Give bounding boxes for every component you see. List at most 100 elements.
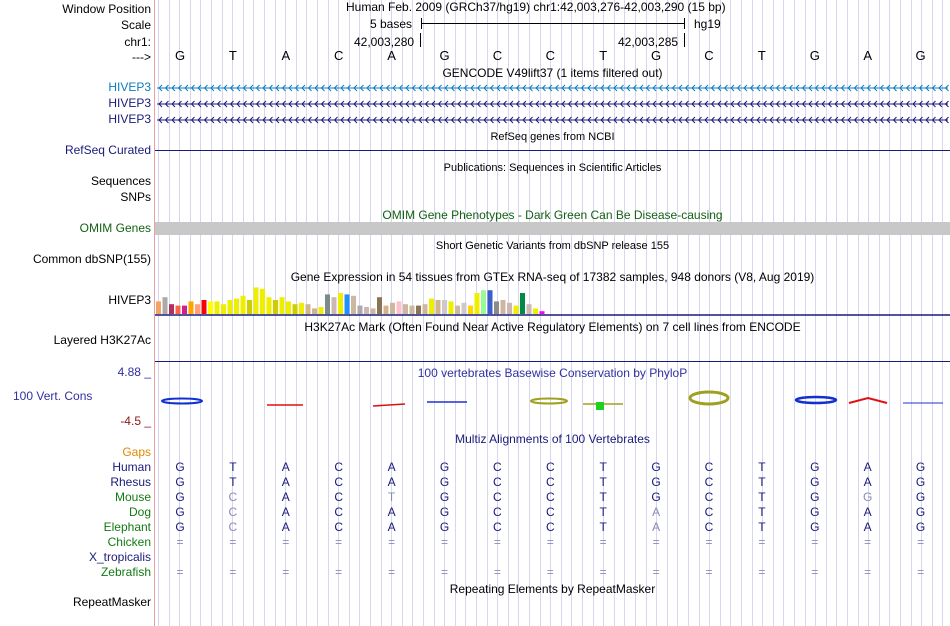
gtex-tissue-bar[interactable] — [500, 300, 506, 314]
phylop-glyph-g3 — [794, 395, 838, 405]
gtex-tissue-bar[interactable] — [416, 305, 421, 314]
gtex-tissue-bar[interactable] — [214, 301, 220, 314]
gencode-gene-label-1[interactable]: HIVEP3 — [108, 80, 151, 94]
gtex-tissue-bar[interactable] — [240, 295, 246, 314]
gencode-gene-label-2[interactable]: HIVEP3 — [108, 96, 151, 110]
gtex-tissue-bar[interactable] — [357, 305, 363, 314]
gtex-tissue-bar[interactable] — [292, 304, 298, 314]
strand-chevron — [535, 100, 540, 108]
gtex-tissue-bar[interactable] — [338, 293, 343, 314]
gtex-tissue-bar[interactable] — [487, 290, 493, 314]
window-position-value[interactable]: Human Feb. 2009 (GRCh37/hg19) chr1:42,00… — [346, 0, 726, 14]
omim-feature-bar[interactable] — [155, 222, 950, 235]
gtex-tissue-bar[interactable] — [253, 287, 259, 314]
gtex-tissue-bar[interactable] — [312, 308, 317, 314]
gtex-track-label[interactable]: HIVEP3 — [108, 293, 151, 307]
aligned-base: A — [652, 520, 661, 534]
gtex-tissue-bar[interactable] — [286, 301, 291, 314]
gtex-tissue-bar[interactable] — [422, 304, 428, 314]
gencode-gene-models[interactable] — [155, 80, 950, 128]
gtex-tissue-bar[interactable] — [175, 305, 181, 314]
gtex-tissue-bar[interactable] — [513, 305, 519, 314]
gtex-tissue-bar[interactable] — [461, 302, 467, 314]
gtex-tissue-bar[interactable] — [435, 300, 441, 314]
gtex-tissue-bar[interactable] — [305, 304, 311, 314]
pubs-track-label-snps[interactable]: SNPs — [120, 190, 151, 204]
grid-line — [815, 0, 817, 626]
gtex-tissue-bar[interactable] — [331, 297, 337, 314]
refseq-gene-line[interactable] — [155, 150, 950, 151]
gtex-tissue-bar[interactable] — [273, 300, 278, 314]
gtex-tissue-bar[interactable] — [227, 300, 233, 314]
gtex-tissue-bar[interactable] — [370, 308, 376, 314]
gtex-tissue-bar[interactable] — [455, 305, 460, 314]
gtex-tissue-bar[interactable] — [494, 301, 499, 314]
gtex-tissue-bar[interactable] — [396, 301, 402, 314]
species-label[interactable]: Zebrafish — [100, 565, 151, 579]
gencode-gene-label-3[interactable]: HIVEP3 — [108, 112, 151, 126]
grid-line — [232, 0, 234, 626]
phylop-track-label[interactable]: 100 Vert. Cons — [13, 389, 93, 403]
gtex-tissue-bar[interactable] — [429, 298, 434, 314]
label-divider[interactable] — [154, 0, 155, 626]
omim-track-label[interactable]: OMIM Genes — [79, 221, 151, 235]
gtex-tissue-bar[interactable] — [266, 297, 272, 314]
phylop-logo[interactable] — [155, 385, 950, 417]
strand-chevron — [561, 100, 566, 108]
strand-chevron — [886, 84, 891, 92]
gtex-tissue-bar[interactable] — [377, 297, 382, 314]
gtex-tissue-bar[interactable] — [383, 305, 389, 314]
gtex-tissue-bar[interactable] — [247, 300, 252, 314]
strand-chevron — [827, 116, 832, 124]
gtex-tissue-bar[interactable] — [364, 307, 369, 314]
gtex-tissue-bar[interactable] — [188, 301, 194, 314]
gtex-tissue-bar[interactable] — [390, 302, 395, 314]
species-label[interactable]: Human — [112, 460, 151, 474]
species-label[interactable]: Rhesus — [110, 475, 151, 489]
gtex-tissue-bar[interactable] — [201, 300, 207, 314]
gtex-tissue-bar[interactable] — [299, 302, 304, 314]
species-label[interactable]: X_tropicalis — [88, 550, 151, 564]
gaps-label[interactable]: Gaps — [122, 445, 151, 459]
gtex-tissue-bar[interactable] — [162, 297, 168, 314]
species-label[interactable]: Chicken — [107, 535, 151, 549]
gtex-tissue-bar[interactable] — [221, 304, 226, 314]
gtex-tissue-bar[interactable] — [195, 304, 200, 314]
gtex-tissue-bar[interactable] — [318, 307, 324, 314]
repeatmasker-track-label[interactable]: RepeatMasker — [72, 595, 151, 609]
species-label[interactable]: Mouse — [114, 490, 151, 504]
gtex-tissue-bar[interactable] — [403, 304, 408, 314]
gtex-tissue-bar[interactable] — [208, 301, 213, 314]
gtex-tissue-bar[interactable] — [442, 300, 447, 314]
gtex-tissue-bar[interactable] — [279, 297, 285, 314]
gtex-tissue-bar[interactable] — [156, 301, 161, 314]
gtex-bar-chart[interactable] — [155, 284, 950, 316]
gtex-tissue-bar[interactable] — [409, 305, 415, 314]
gtex-tissue-bar[interactable] — [539, 311, 545, 314]
gtex-tissue-bar[interactable] — [520, 293, 525, 314]
gtex-tissue-bar[interactable] — [507, 302, 512, 314]
gtex-tissue-bar[interactable] — [533, 308, 538, 314]
pubs-track-label-sequences[interactable]: Sequences — [90, 174, 151, 188]
phylop-max-label: 4.88 _ — [117, 365, 151, 379]
gtex-tissue-bar[interactable] — [468, 305, 473, 314]
dbsnp-track-label[interactable]: Common dbSNP(155) — [32, 252, 151, 266]
gtex-tissue-bar[interactable] — [351, 295, 356, 314]
gtex-tissue-bar[interactable] — [481, 290, 486, 314]
strand-chevron — [385, 100, 390, 108]
species-label[interactable]: Dog — [128, 505, 151, 519]
refseq-track-label[interactable]: RefSeq Curated — [64, 143, 151, 157]
gtex-tissue-bar[interactable] — [474, 293, 480, 314]
gtex-tissue-bar[interactable] — [344, 294, 350, 314]
gtex-tissue-bar[interactable] — [526, 304, 532, 314]
strand-chevron — [294, 84, 299, 92]
species-label[interactable]: Elephant — [103, 520, 151, 534]
gtex-tissue-bar[interactable] — [234, 298, 239, 314]
gtex-tissue-bar[interactable] — [169, 304, 174, 314]
gtex-tissue-bar[interactable] — [260, 288, 265, 314]
gtex-tissue-bar[interactable] — [325, 294, 330, 314]
gtex-tissue-bar[interactable] — [182, 305, 187, 314]
gtex-tissue-bar[interactable] — [448, 301, 454, 314]
h3k27ac-track-label[interactable]: Layered H3K27Ac — [53, 333, 151, 347]
